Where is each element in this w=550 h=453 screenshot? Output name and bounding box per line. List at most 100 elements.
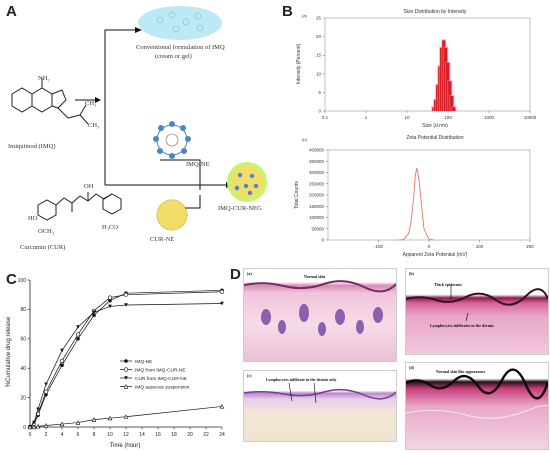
marker-open-circle: [75, 332, 81, 337]
och3-label: OCH₃: [38, 228, 54, 235]
panel-letter-a: A: [6, 3, 17, 20]
zeta-series-line: [398, 167, 435, 241]
micrograph-a-title: Normal skin: [304, 274, 326, 279]
size-y-tick-label: 20: [316, 34, 322, 39]
zeta-y-tick-label: 50000: [311, 226, 324, 231]
marker-filled-circle: [76, 337, 80, 341]
release-chart-ylabel: %Cumulative drug release: [6, 316, 12, 387]
marker-open-triangle: [43, 423, 49, 428]
zeta-x-tick-label: 200: [526, 244, 534, 249]
zeta-y-tick-label: 0: [321, 238, 324, 243]
imq-label: Imiquimod (IMQ): [8, 143, 56, 150]
imq-cur-neg-particle: [227, 162, 267, 202]
zeta-x-tick-label: 100: [476, 244, 484, 249]
marker-open-circle: [123, 367, 129, 372]
marker-open-circle: [219, 289, 225, 294]
marker-open-triangle: [123, 384, 129, 389]
zeta-y-tick-label: 300000: [309, 170, 325, 175]
release-y-tick-label: 0: [23, 425, 26, 431]
zeta-y-tick-label: 100000: [309, 215, 325, 220]
size-chart-title: Size Distribution by Intensity: [404, 9, 467, 15]
marker-open-triangle: [59, 421, 65, 427]
zeta-chart-xlabel: Apparent Zeta Potential (mV): [403, 252, 468, 258]
panel-letter-d: D: [230, 266, 241, 283]
size-x-tick-label: 10000: [524, 115, 537, 120]
curcumin-structure: [37, 192, 122, 221]
marker-filled-triangle: [108, 304, 112, 309]
marker-filled-circle: [108, 298, 112, 303]
zeta-x-tick-label: 0: [428, 244, 431, 249]
release-y-tick-label: 40: [20, 366, 26, 372]
micrograph-normal-like: (d) Normal skin like appearance: [405, 362, 549, 450]
size-bar: [450, 96, 454, 111]
release-series-line: [29, 289, 223, 428]
size-bar: [452, 107, 456, 111]
panel-letter-c: C: [6, 271, 17, 288]
release-x-tick-label: 0: [29, 432, 32, 438]
micrograph-c-note: Lymphocytes infiltrate in the dermis onl…: [266, 377, 337, 382]
zeta-chart-title: Zeta Potential Distribution: [406, 135, 463, 141]
marker-filled-triangle: [32, 420, 36, 425]
zeta-y-tick-label: 200000: [309, 193, 325, 198]
h3co-label: H₃CO: [102, 224, 118, 231]
zeta-x-tick-label: -100: [374, 244, 384, 249]
marker-open-triangle: [219, 403, 225, 409]
micrograph-b-tag: (b): [409, 271, 414, 276]
zeta-potential-chart: (b) Zeta Potential Distribution -100 0 100…: [294, 135, 534, 258]
marker-filled-circle: [124, 359, 128, 363]
release-y-tick-label: 60: [20, 337, 26, 343]
micrograph-d-tag: (d): [409, 365, 414, 370]
micrograph-b-note2: Lymphocytes infiltrates in the dermis: [430, 323, 494, 328]
conventional-label-1: Conventional formulation of IMQ: [136, 44, 225, 51]
marker-open-circle: [107, 295, 113, 300]
release-x-tick-label: 10: [107, 432, 113, 438]
panel-a-schematic: [11, 6, 267, 231]
micrograph-thick-epidermis: (b) Thick epidermis Lymphocytes infiltra…: [405, 268, 549, 355]
zeta-chart-tag: (b): [302, 137, 308, 142]
release-x-tick-label: 24: [219, 432, 225, 438]
ch3-label-b: CH₃: [88, 122, 100, 129]
release-x-tick-label: 2: [45, 432, 48, 438]
release-x-tick-label: 6: [77, 432, 80, 438]
conventional-label-2: (cream or gel): [155, 53, 192, 60]
ho-label: HO: [28, 215, 38, 222]
release-x-tick-label: 8: [93, 432, 96, 438]
marker-open-triangle: [31, 424, 37, 430]
release-y-tick-label: 20: [20, 395, 26, 401]
marker-open-triangle: [107, 415, 113, 421]
release-x-tick-label: 12: [123, 432, 129, 438]
release-y-tick-label: 100: [18, 278, 27, 284]
ch3-label-a: CH₃: [85, 100, 97, 107]
legend-label: CUR from IMQ-CUR-NE: [135, 376, 187, 382]
size-chart-ylabel: Intensity (Percent): [296, 43, 302, 84]
imq-ne-nanoparticle: [153, 121, 191, 159]
marker-filled-circle: [60, 363, 64, 368]
imq-cur-neg-label: IMQ-CUR-NEG: [218, 205, 262, 212]
marker-open-triangle: [35, 423, 41, 429]
marker-filled-triangle: [124, 303, 128, 307]
micrograph-normal-skin: (a) Normal skin: [243, 268, 397, 362]
release-series-line: [29, 291, 223, 428]
release-series-line: [30, 406, 223, 428]
marker-filled-triangle: [60, 348, 64, 353]
zeta-chart-frame: [327, 149, 531, 241]
panel-letter-b: B: [282, 3, 293, 20]
zeta-y-tick-label: 350000: [309, 159, 325, 164]
legend-label: IMQ-NE: [135, 359, 152, 365]
marker-open-triangle: [91, 417, 97, 422]
micrograph-a-tag: (a): [247, 271, 252, 276]
marker-filled-triangle: [220, 301, 224, 306]
legend-label: IMQ aqueous suspension: [135, 384, 190, 390]
conventional-formulation-bubble: [138, 6, 222, 40]
micrograph-d-note: Normal skin like appearance: [436, 369, 486, 374]
size-x-tick-label: 100: [444, 115, 452, 120]
size-y-tick-label: 25: [316, 16, 322, 21]
marker-open-circle: [59, 358, 65, 363]
micrograph-b-note1: Thick epidermis: [434, 282, 462, 287]
size-chart-xlabel: Size (d.nm): [422, 123, 448, 129]
marker-filled-triangle: [44, 382, 48, 387]
cur-ne-label: CUR-NE: [150, 236, 175, 243]
marker-filled-circle: [92, 313, 96, 318]
nh2-label: NH₂: [38, 75, 50, 82]
